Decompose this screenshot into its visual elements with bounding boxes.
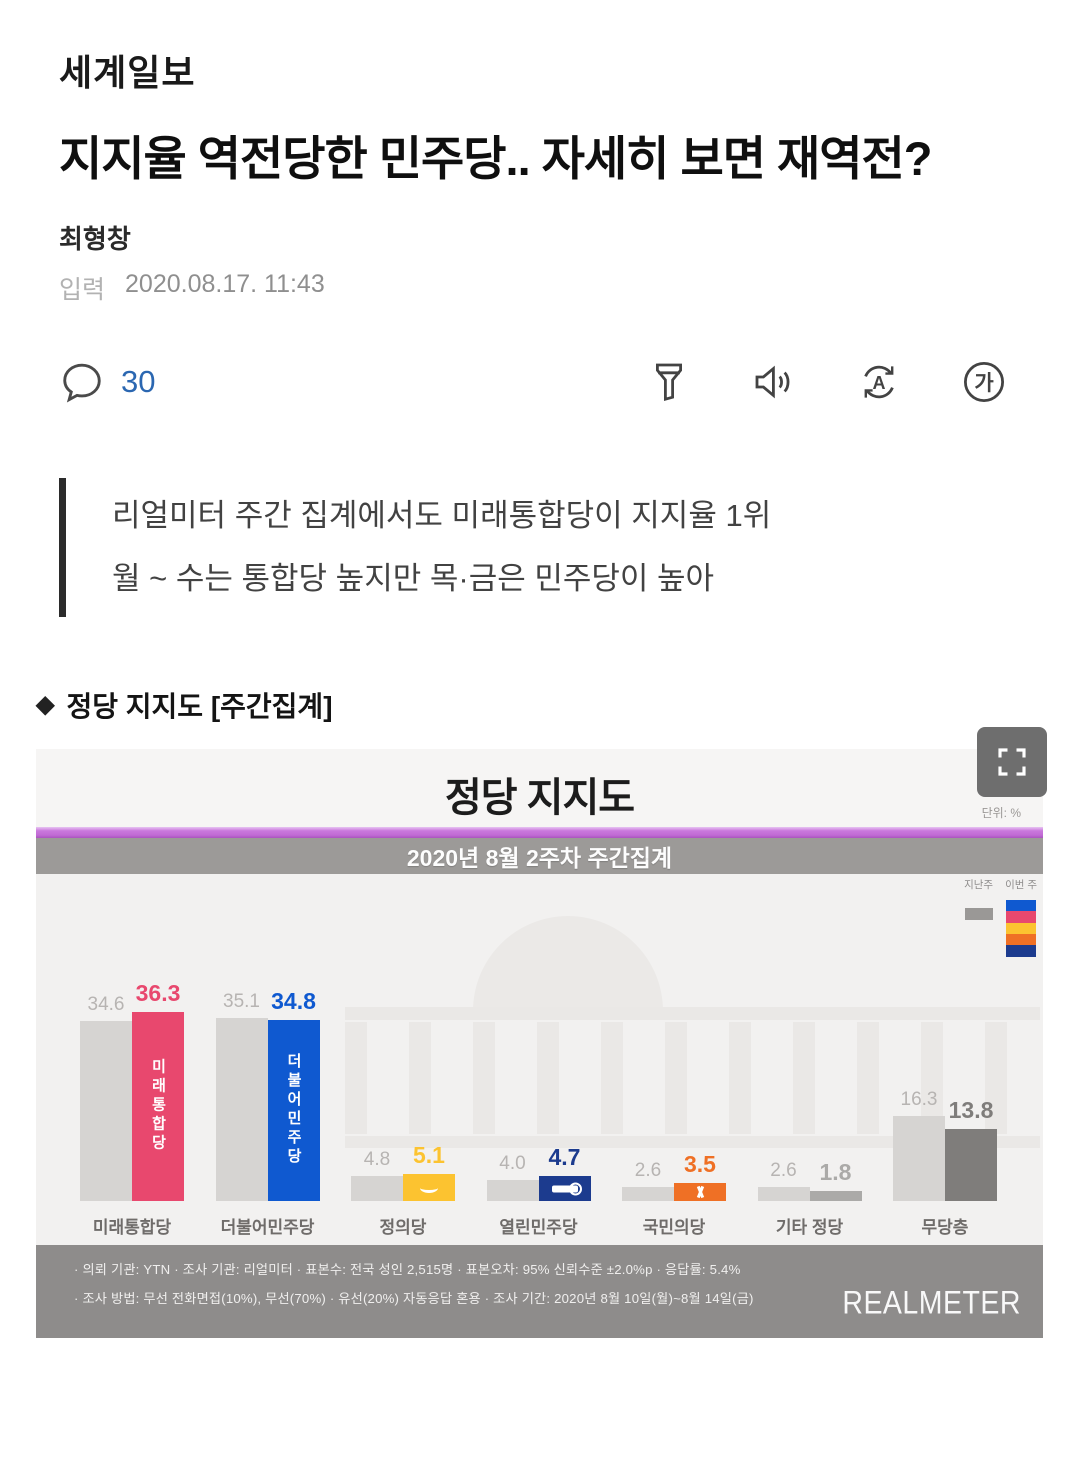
value-label: 35.1 <box>223 991 260 1013</box>
bar-group: 4.0 4.7 열린민주당 <box>486 979 591 1245</box>
comments-button[interactable]: 30 <box>59 359 155 405</box>
fullscreen-icon <box>998 748 1026 776</box>
this-week-bar <box>403 1174 455 1201</box>
publish-date: 2020.08.17. 11:43 <box>125 269 325 298</box>
diamond-bullet-icon: ◆ <box>36 691 55 719</box>
brand-logo[interactable]: 세계일보 <box>59 52 196 93</box>
article-page: 세계일보 지지율 역전당한 민주당.. 자세히 보면 재역전? 최형창 입력 2… <box>0 0 1079 1338</box>
value-label: 36.3 <box>135 980 181 1007</box>
this-week-bar <box>945 1129 997 1201</box>
chart-footer: · 의뢰 기관: YTN · 조사 기관: 리얼미터 · 표본수: 전국 성인 … <box>36 1244 1043 1338</box>
this-week-bar: 미래통합당 <box>132 1012 184 1201</box>
value-label: 16.3 <box>900 1089 938 1111</box>
in-bar-party-label: 미래통합당 <box>149 1058 167 1154</box>
last-week-bar <box>757 1187 810 1201</box>
chart-subtitle: 2020년 8월 2주차 주간집계 <box>406 844 673 871</box>
bar-group: 35.1 34.8 더불어민주당 더불어민주당 <box>215 979 320 1245</box>
this-week-bar <box>538 1176 591 1201</box>
value-label: 3.5 <box>684 1150 716 1177</box>
value-label: 34.8 <box>271 987 316 1014</box>
value-label: 2.6 <box>634 1160 662 1182</box>
value-label: 13.8 <box>948 1097 994 1124</box>
svg-text:가: 가 <box>974 372 994 395</box>
in-bar-party-label: 더불어민주당 <box>285 1053 302 1168</box>
legend-this-week: 이번 주 <box>1005 877 1037 957</box>
category-label: 정의당 <box>379 1217 427 1237</box>
purple-stripe <box>36 826 1043 838</box>
translate-icon[interactable]: A <box>855 358 903 406</box>
section-title: 정당 지지도 [주간집계] <box>66 690 333 722</box>
last-week-bar <box>486 1180 539 1201</box>
realmeter-logo: REALMETER <box>842 1285 1021 1321</box>
section-header: ◆ 정당 지지도 [주간집계] <box>36 685 1079 725</box>
chart-title-band: 정당 지지도 단위: % <box>36 748 1043 827</box>
comment-bubble-icon <box>63 363 101 403</box>
speaker-icon[interactable] <box>750 358 798 406</box>
svg-text:A: A <box>873 373 886 393</box>
last-week-bar <box>351 1175 403 1201</box>
value-label: 4.8 <box>363 1148 391 1170</box>
unit-label: 단위: % <box>981 805 1021 820</box>
chart-subtitle-band: 2020년 8월 2주차 주간집계 <box>36 837 1043 874</box>
last-week-bar <box>622 1187 674 1201</box>
peoples-party-logo-icon <box>693 1186 707 1198</box>
article-tools: A 가 <box>645 358 1020 406</box>
bar-group: 4.8 5.1 정의당 <box>351 979 455 1245</box>
open-minjoo-logo-icon <box>551 1182 582 1196</box>
value-label: 5.1 <box>413 1142 445 1169</box>
category-label: 미래통합당 <box>92 1217 172 1237</box>
value-label: 34.6 <box>87 993 125 1015</box>
summary-filter-icon[interactable] <box>645 358 693 406</box>
bar-group: 2.6 3.5 국민의당 <box>622 979 726 1245</box>
last-week-bar <box>893 1116 945 1201</box>
chart-title: 정당 지지도 <box>444 775 635 820</box>
page-title: 지지율 역전당한 민주당.. 자세히 보면 재역전? <box>59 132 932 185</box>
dateline: 입력 2020.08.17. 11:43 <box>59 270 1079 306</box>
chart-footnote: · 조사 방법: 무선 전화면접(10%), 무선(70%) · 유선(20%)… <box>74 1290 754 1306</box>
bar-group: 2.6 1.8 기타 정당 <box>757 979 862 1245</box>
category-label: 기타 정당 <box>775 1217 844 1237</box>
legend-this-week-swatch <box>1006 899 1037 957</box>
chart-footnote: · 의뢰 기관: YTN · 조사 기관: 리얼미터 · 표본수: 전국 성인 … <box>74 1261 741 1277</box>
chart-image[interactable]: 정당 지지도 단위: % 2020년 8월 2주차 주간집계 지난주 이번 주 <box>36 726 1047 1338</box>
this-week-bar <box>674 1182 726 1201</box>
action-bar: 30 A 가 <box>59 358 1020 406</box>
date-label: 입력 <box>59 275 106 304</box>
comment-count[interactable]: 30 <box>121 363 156 399</box>
value-label: 4.0 <box>499 1153 526 1175</box>
justice-party-logo-icon <box>420 1183 438 1193</box>
legend-last-week: 지난주 <box>964 877 993 920</box>
expand-chart-button[interactable] <box>977 726 1047 797</box>
this-week-bar: 더불어민주당 <box>267 1019 320 1201</box>
value-label: 1.8 <box>819 1159 852 1186</box>
bar-groups: 34.6 36.3 미래통합당 미래통합당 35.1 34.8 더불어민주당 더불어민주당 4.… <box>36 979 1043 1245</box>
category-label: 더불어민주당 <box>220 1217 315 1237</box>
value-label: 4.7 <box>548 1144 581 1171</box>
category-label: 무당층 <box>921 1217 969 1237</box>
chart-plot-area: 지난주 이번 주 34.6 36.3 미래통합당 미래통합당 35.1 34.8 더불어민주… <box>36 874 1043 1245</box>
last-week-swatch <box>964 907 993 920</box>
legend-label: 지난주 <box>964 878 994 891</box>
last-week-bar <box>80 1020 132 1201</box>
lede-quote: 리얼미터 주간 집계에서도 미래통합당이 지지율 1위 월 ~ 수는 통합당 높… <box>59 477 1020 617</box>
chart-legend: 지난주 이번 주 <box>964 877 1037 957</box>
bar-group: 34.6 36.3 미래통합당 미래통합당 <box>80 979 184 1245</box>
legend-label: 이번 주 <box>1005 878 1037 891</box>
category-label: 열린민주당 <box>499 1217 578 1237</box>
quote-line: 리얼미터 주간 집계에서도 미래통합당이 지지율 1위 <box>112 497 772 533</box>
last-week-bar <box>215 1018 268 1201</box>
this-week-bar <box>809 1191 862 1201</box>
category-label: 국민의당 <box>642 1217 706 1237</box>
bar-group: 16.3 13.8 무당층 <box>893 979 997 1245</box>
font-size-icon[interactable]: 가 <box>960 358 1008 406</box>
author-name[interactable]: 최형창 <box>59 223 131 254</box>
value-label: 2.6 <box>770 1160 797 1182</box>
quote-line: 월 ~ 수는 통합당 높지만 목·금은 민주당이 높아 <box>112 561 715 597</box>
